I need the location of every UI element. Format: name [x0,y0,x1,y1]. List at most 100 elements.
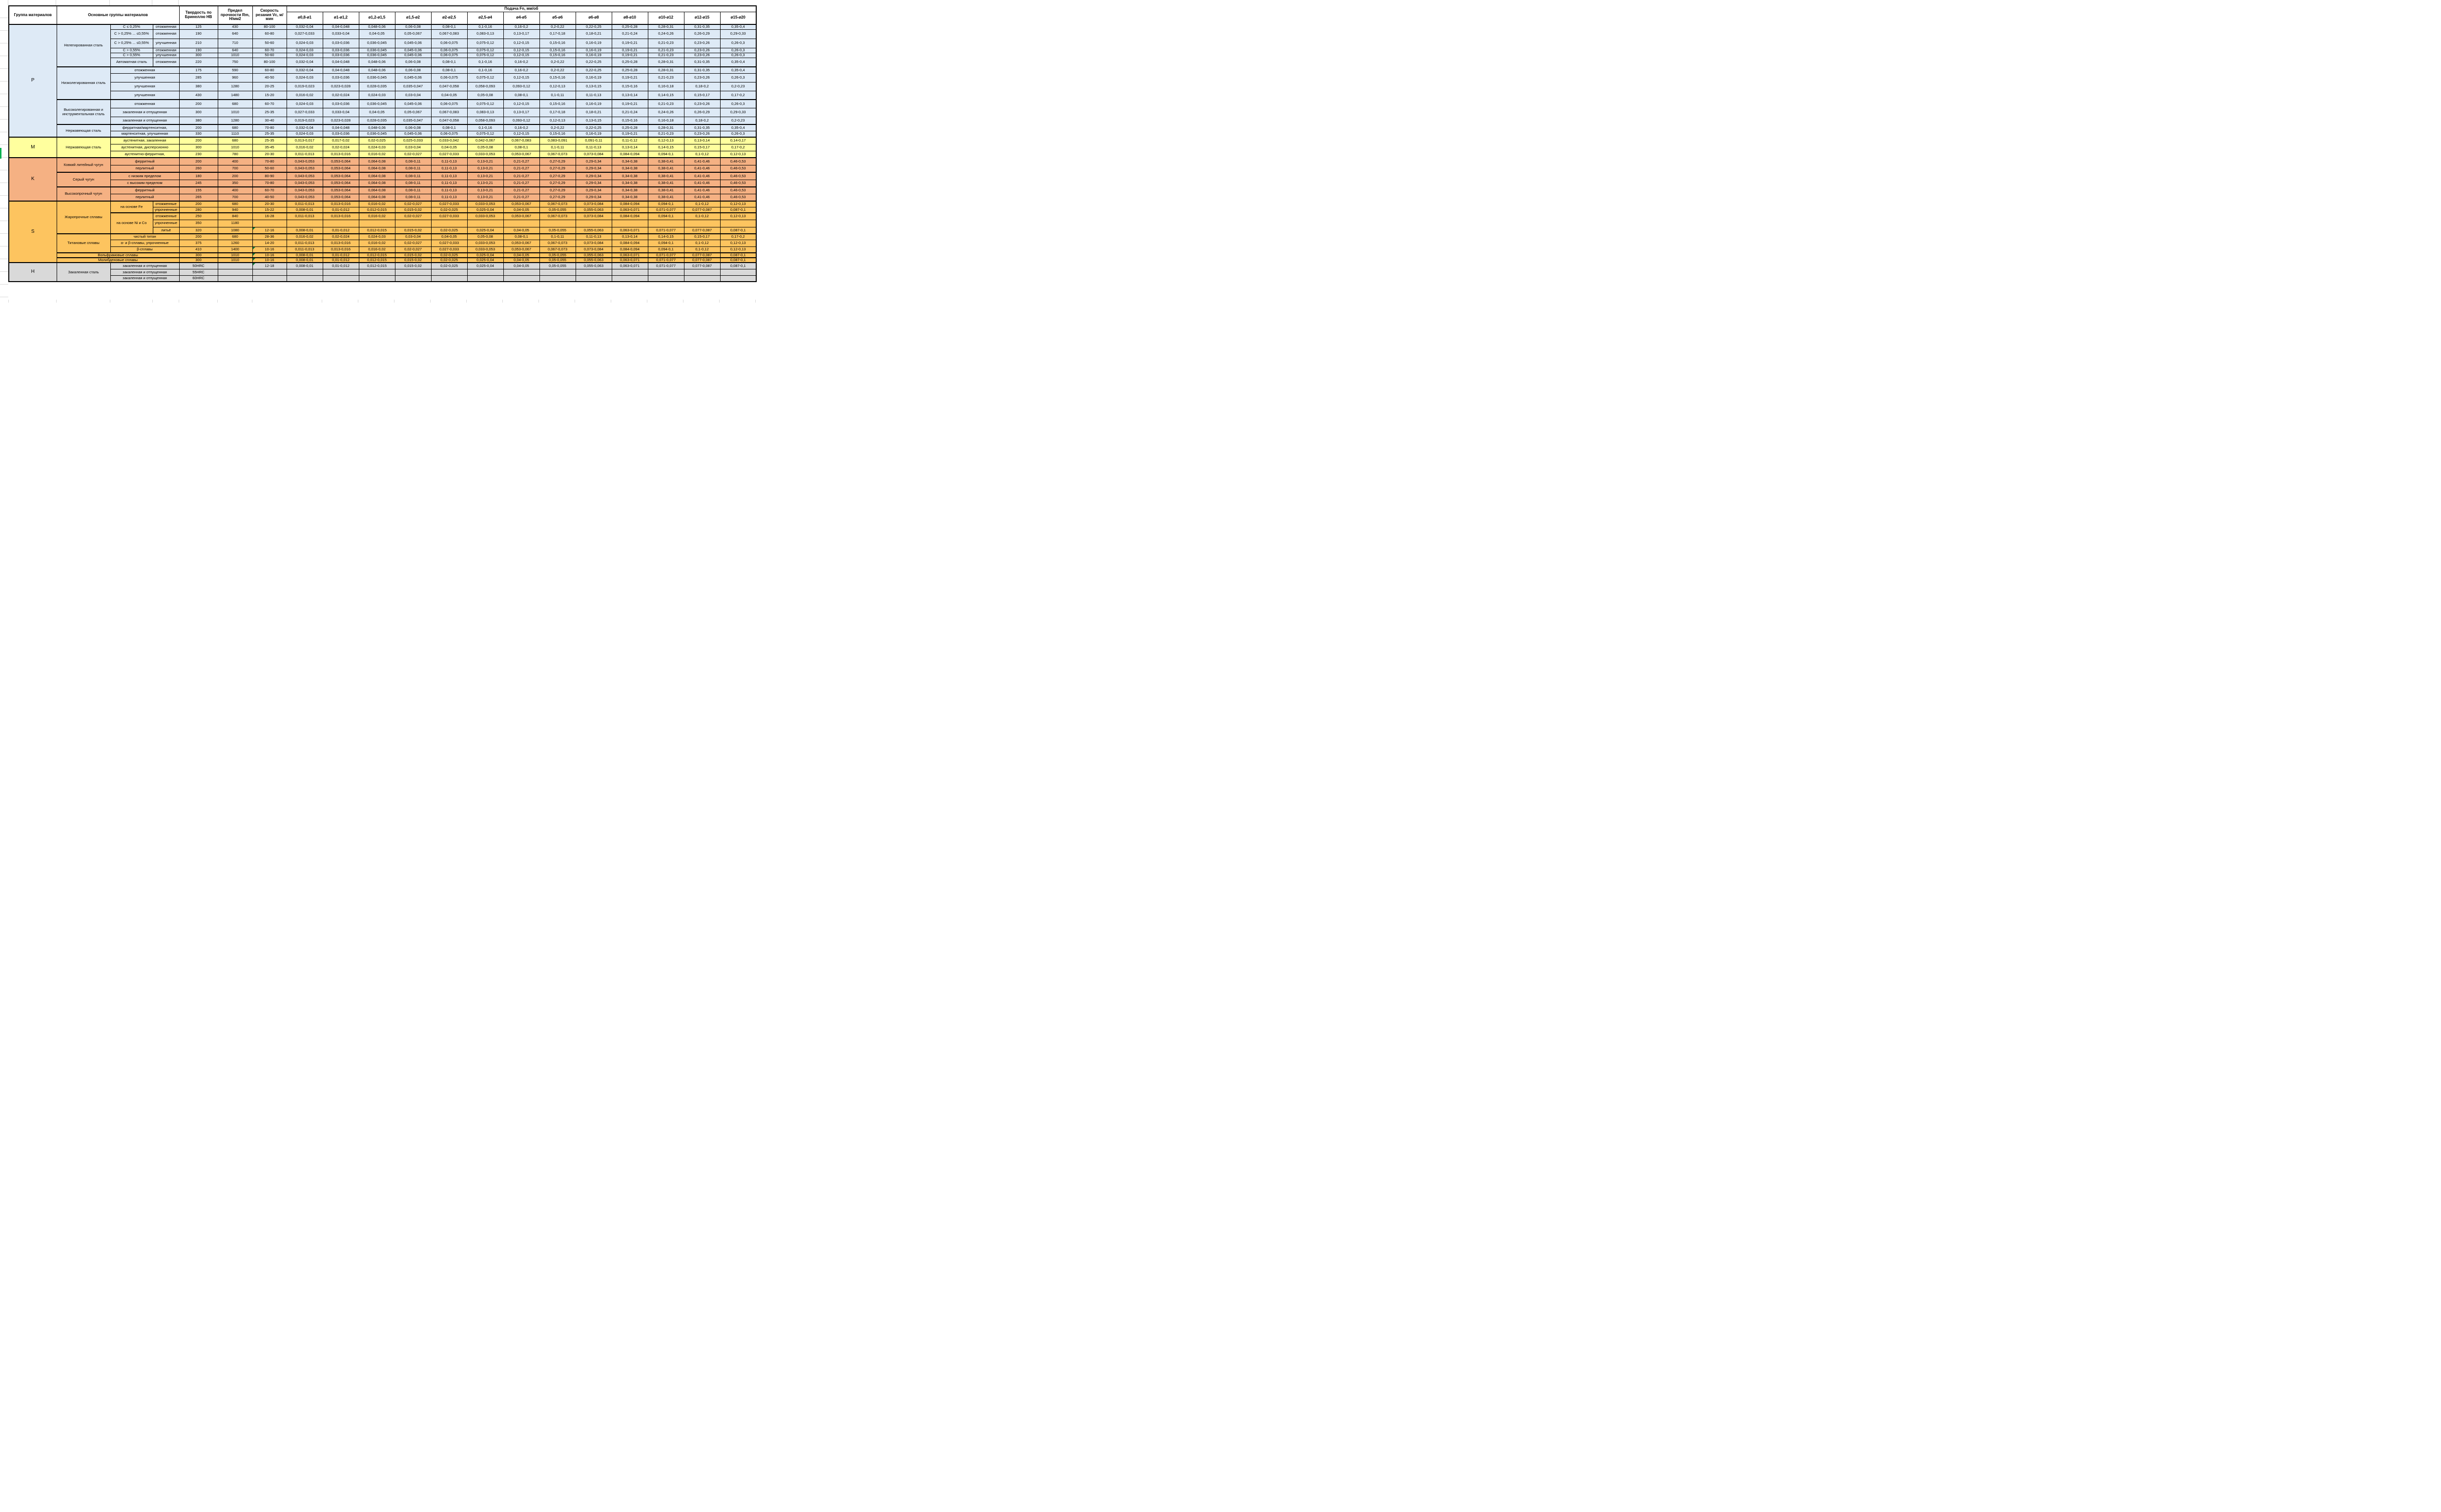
strength-cell[interactable]: 680 [217,99,253,108]
feed-cell[interactable]: 0,024-0,03 [358,143,395,151]
strength-cell[interactable]: 1010 [217,143,253,151]
feed-cell[interactable]: 0,077-0,087 [683,257,721,263]
feed-cell[interactable]: 0,084-0,094 [611,212,648,220]
material-cell[interactable]: аустенитная, закаленная [110,137,180,144]
feed-cell[interactable]: 0,46-0,53 [720,193,757,202]
feed-cell[interactable]: 0,064-0,08 [358,186,395,194]
feed-cell[interactable]: 0,19-0,21 [611,38,648,48]
feed-cell[interactable]: 0,31-0,35 [683,24,721,30]
feed-cell[interactable]: 0,13-0,21 [467,172,504,180]
feed-cell[interactable]: 0,036-0,045 [358,38,395,48]
strength-cell[interactable]: 1280 [217,82,253,91]
material-cell[interactable]: Высоколегированная и инструментальная ст… [56,99,111,125]
feed-cell[interactable]: 0,053-0,067 [503,212,540,220]
cutting-speed-cell[interactable]: 70-80 [252,157,287,165]
feed-cell[interactable]: 0,21-0,27 [503,186,540,194]
feed-cell[interactable]: 0,012-0,015 [358,226,395,234]
feed-cell[interactable] [322,268,359,276]
feed-cell[interactable] [575,219,612,227]
feed-cell[interactable]: 0,26-0,3 [720,73,757,82]
feed-cell[interactable]: 0,093-0,12 [503,116,540,125]
feed-cell[interactable] [394,268,432,276]
feed-cell[interactable]: 0,35-0,4 [720,24,757,30]
feed-cell[interactable]: 0,23-0,26 [683,99,721,108]
feed-cell[interactable]: 0,35-0,4 [720,66,757,74]
feed-cell[interactable]: 0,2-0,23 [720,116,757,125]
header-diameter-2[interactable]: ø1-ø1,2 [322,11,359,25]
feed-cell[interactable]: 0,14-0,15 [647,90,684,100]
feed-cell[interactable]: 0,21-0,23 [647,73,684,82]
feed-cell[interactable]: 0,024-0,03 [286,99,323,108]
feed-cell[interactable]: 0,12-0,15 [503,52,540,58]
group-letter-M[interactable]: M [8,137,57,158]
cutting-speed-cell[interactable]: 70-80 [252,179,287,187]
feed-cell[interactable]: 0,067-0,083 [431,107,468,117]
feed-cell[interactable]: 0,008-0,01 [286,226,323,234]
feed-cell[interactable]: 0,01-0,012 [322,252,359,258]
feed-cell[interactable]: 0,019-0,023 [286,82,323,91]
cutting-speed-cell[interactable]: 80-90 [252,172,287,180]
feed-cell[interactable]: 0,26-0,29 [683,29,721,39]
header-tensile-strength[interactable]: Предел прочности Rm, Н/мм2 [217,5,253,25]
feed-cell[interactable]: 0,12-0,13 [720,150,757,158]
cutting-speed-cell[interactable]: 60-70 [252,99,287,108]
feed-cell[interactable]: 0,29-0,34 [575,157,612,165]
feed-cell[interactable]: 0,29-0,33 [720,29,757,39]
feed-cell[interactable]: 0,083-0,091 [539,137,576,144]
cutting-speed-cell[interactable]: 30-40 [252,116,287,125]
cutting-speed-cell[interactable]: 80-100 [252,57,287,67]
feed-cell[interactable]: 0,045-0,06 [394,52,432,58]
feed-cell[interactable] [431,275,468,282]
feed-cell[interactable]: 0,13-0,17 [503,107,540,117]
feed-cell[interactable]: 0,26-0,3 [720,38,757,48]
feed-cell[interactable]: 0,12-0,15 [503,130,540,138]
feed-cell[interactable]: 0,12-0,13 [539,116,576,125]
feed-cell[interactable]: 0,03-0,036 [322,52,359,58]
feed-cell[interactable]: 0,21-0,27 [503,193,540,202]
feed-cell[interactable]: 0,1-0,11 [539,233,576,240]
feed-cell[interactable]: 0,045-0,06 [394,38,432,48]
group-letter-H[interactable]: H [8,262,57,282]
feed-cell[interactable]: 0,013-0,016 [322,239,359,247]
material-cell[interactable]: упрочненные [152,219,180,227]
feed-cell[interactable]: 0,13-0,17 [503,29,540,39]
feed-cell[interactable]: 0,025-0,04 [467,226,504,234]
feed-cell[interactable]: 0,016-0,02 [358,212,395,220]
cutting-speed-cell-flagged[interactable]: 10-16 [252,246,287,253]
feed-cell[interactable]: 0,12-0,15 [503,38,540,48]
hardness-cell[interactable]: 210 [179,38,218,48]
header-diameter-6[interactable]: ø2,5-ø4 [467,11,504,25]
feed-cell[interactable]: 0,21-0,27 [503,172,540,180]
feed-cell[interactable]: 0,1-0,16 [467,24,504,30]
feed-cell[interactable]: 0,053-0,067 [503,150,540,158]
feed-cell[interactable]: 0,41-0,46 [683,172,721,180]
feed-cell[interactable]: 0,06-0,075 [431,73,468,82]
feed-cell[interactable]: 0,26-0,3 [720,52,757,58]
feed-cell[interactable]: 0,2-0,22 [539,124,576,131]
strength-cell[interactable]: 400 [217,186,253,194]
material-cell[interactable]: C ≤ 0,25% [110,24,153,30]
feed-cell[interactable]: 0,05-0,08 [467,233,504,240]
feed-cell[interactable] [539,219,576,227]
feed-cell[interactable]: 0,04-0,048 [322,124,359,131]
feed-cell[interactable]: 0,067-0,073 [539,246,576,253]
feed-cell[interactable]: 0,036-0,045 [358,52,395,58]
feed-cell[interactable]: 0,084-0,094 [611,239,648,247]
feed-cell[interactable]: 0,34-0,38 [611,164,648,173]
feed-cell[interactable] [358,219,395,227]
cutting-speed-cell[interactable]: 14-20 [252,239,287,247]
feed-cell[interactable]: 0,058-0,093 [467,82,504,91]
feed-cell[interactable]: 0,08-0,11 [394,157,432,165]
feed-cell[interactable]: 0,008-0,01 [286,257,323,263]
hardness-cell[interactable]: 430 [179,90,218,100]
feed-cell[interactable]: 0,24-0,26 [647,29,684,39]
hardness-cell[interactable]: 280 [179,206,218,213]
material-cell[interactable]: β-сплавы [110,246,180,253]
material-cell[interactable]: Титановые сплавы [56,233,111,253]
cutting-speed-cell[interactable] [252,275,287,282]
feed-cell[interactable]: 0,06-0,08 [394,24,432,30]
feed-cell[interactable]: 0,02-0,024 [322,143,359,151]
feed-cell[interactable]: 0,11-0,12 [611,137,648,144]
material-cell[interactable]: C > 0,25% ... ≤0,55% [110,38,153,48]
hardness-cell[interactable]: 200 [179,137,218,144]
